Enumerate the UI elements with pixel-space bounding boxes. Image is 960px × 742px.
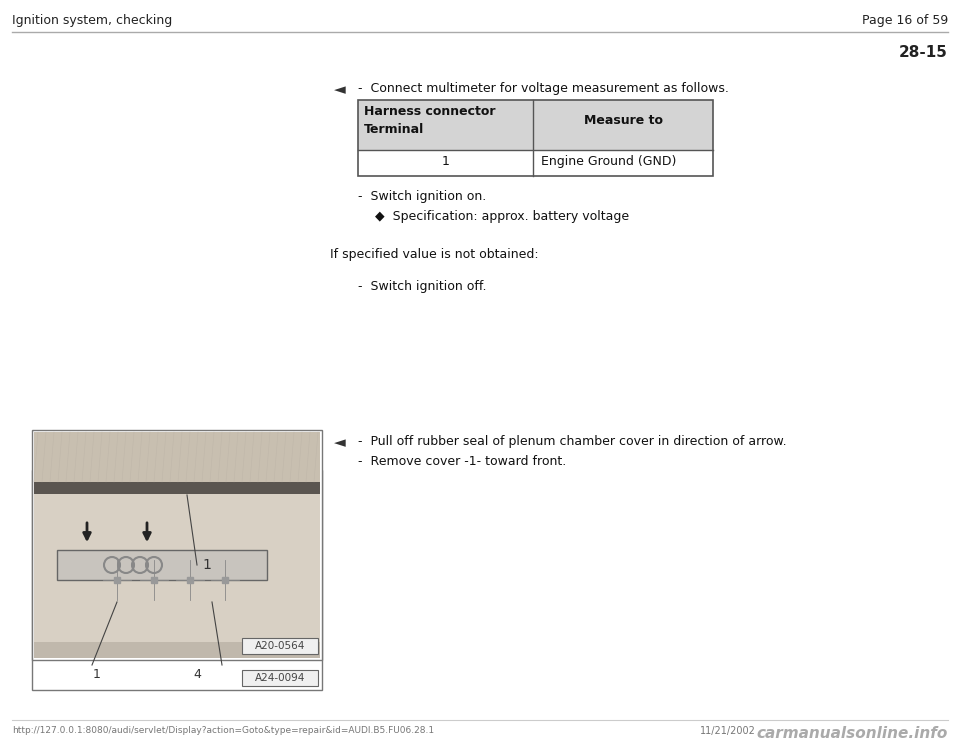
Bar <box>103 560 131 600</box>
Text: 11/21/2002: 11/21/2002 <box>700 726 756 736</box>
Text: 4: 4 <box>193 668 201 681</box>
Bar <box>358 100 713 176</box>
Text: Harness connector: Harness connector <box>364 105 495 118</box>
Bar <box>137 490 207 515</box>
Text: 1: 1 <box>93 668 101 681</box>
Bar <box>211 560 239 600</box>
Text: A24-0094: A24-0094 <box>254 673 305 683</box>
Bar <box>140 560 168 600</box>
Text: ◄: ◄ <box>334 82 346 97</box>
Text: -  Remove cover -1- toward front.: - Remove cover -1- toward front. <box>358 455 566 468</box>
Bar <box>32 430 322 660</box>
Bar <box>34 432 320 482</box>
Bar <box>92 515 252 615</box>
Bar <box>34 482 320 512</box>
Text: ◆  Specification: approx. battery voltage: ◆ Specification: approx. battery voltage <box>375 210 629 223</box>
Text: -  Connect multimeter for voltage measurement as follows.: - Connect multimeter for voltage measure… <box>358 82 729 95</box>
Bar <box>34 494 320 642</box>
Bar <box>176 560 204 600</box>
Bar <box>57 550 267 580</box>
Text: 28-15: 28-15 <box>900 45 948 60</box>
Text: carmanualsonline.info: carmanualsonline.info <box>756 726 948 741</box>
Bar <box>242 638 318 654</box>
Text: -  Switch ignition off.: - Switch ignition off. <box>358 280 487 293</box>
Text: A20-0564: A20-0564 <box>254 641 305 651</box>
Bar <box>252 545 264 585</box>
Bar <box>34 642 320 658</box>
Text: Page 16 of 59: Page 16 of 59 <box>862 14 948 27</box>
Text: 1: 1 <box>203 558 211 572</box>
Text: Engine Ground (GND): Engine Ground (GND) <box>541 155 677 168</box>
Bar <box>80 545 92 585</box>
Text: If specified value is not obtained:: If specified value is not obtained: <box>330 248 539 261</box>
Bar <box>358 150 713 176</box>
Text: Measure to: Measure to <box>584 114 662 127</box>
Text: -  Switch ignition on.: - Switch ignition on. <box>358 190 487 203</box>
Text: -  Pull off rubber seal of plenum chamber cover in direction of arrow.: - Pull off rubber seal of plenum chamber… <box>358 435 786 448</box>
Bar <box>32 470 322 690</box>
Text: Terminal: Terminal <box>364 123 424 136</box>
Text: http://127.0.0.1:8080/audi/servlet/Display?action=Goto&type=repair&id=AUDI.B5.FU: http://127.0.0.1:8080/audi/servlet/Displ… <box>12 726 434 735</box>
Bar <box>242 670 318 686</box>
Text: 1: 1 <box>442 155 449 168</box>
Bar <box>358 100 713 150</box>
Text: Ignition system, checking: Ignition system, checking <box>12 14 172 27</box>
Text: ◄: ◄ <box>334 435 346 450</box>
